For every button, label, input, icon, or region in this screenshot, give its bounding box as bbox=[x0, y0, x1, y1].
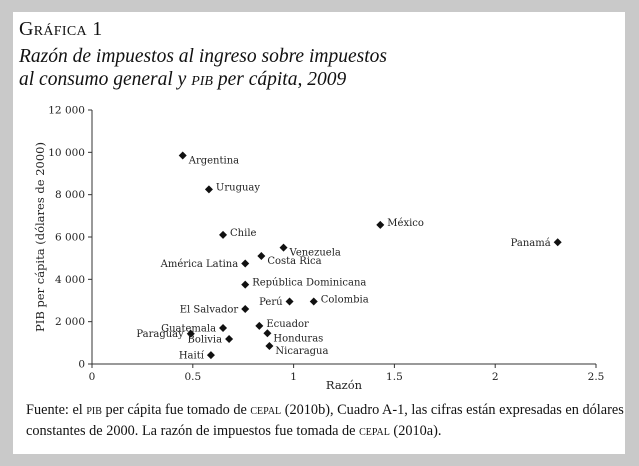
point-label-peru: Perú bbox=[259, 297, 283, 308]
source-part-3: (2010b), Cuadro A-1, las cifras están ex… bbox=[26, 402, 624, 439]
point-label-argentina: Argentina bbox=[188, 156, 239, 167]
point-guatemala bbox=[219, 324, 228, 333]
point-argentina bbox=[178, 151, 187, 160]
point-haiti bbox=[206, 351, 215, 360]
y-tick-label: 2 000 bbox=[55, 316, 85, 328]
point-label-panama: Panamá bbox=[511, 238, 551, 249]
point-label-honduras: Honduras bbox=[273, 333, 323, 344]
y-tick-label: 8 000 bbox=[55, 189, 85, 201]
y-tick-label: 4 000 bbox=[55, 274, 85, 286]
figure-title-line2-post: per cápita, 2009 bbox=[212, 69, 347, 90]
figure-source-note: Fuente: el pib per cápita fue tomado de … bbox=[26, 400, 626, 442]
point-colombia bbox=[309, 297, 318, 306]
source-part-4: (2010a). bbox=[389, 423, 442, 439]
figure-label: Gráfica 1 bbox=[19, 18, 103, 40]
y-axis-label: PIB per cápita (dólares de 2000) bbox=[33, 142, 47, 332]
point-venezuela bbox=[279, 243, 288, 252]
point-honduras bbox=[263, 329, 272, 338]
point-label-uruguay: Uruguay bbox=[216, 182, 260, 193]
point-label-paraguay: Paraguay bbox=[136, 329, 184, 340]
point-uruguay bbox=[204, 185, 213, 194]
point-chile bbox=[219, 230, 228, 239]
x-tick-label: 2 bbox=[492, 371, 499, 383]
point-costa-rica bbox=[257, 252, 266, 261]
y-tick-label: 6 000 bbox=[55, 232, 85, 244]
point-republica-dominicana bbox=[241, 280, 250, 289]
point-label-costa-rica: Costa Rica bbox=[267, 256, 321, 267]
figure-panel bbox=[13, 12, 625, 454]
source-part-2: per cápita fue tomado de bbox=[101, 402, 251, 418]
y-tick-label: 0 bbox=[78, 359, 85, 371]
point-label-america-latina: América Latina bbox=[160, 259, 239, 270]
x-axis-label: Razón bbox=[326, 378, 363, 392]
x-tick-label: 1 bbox=[290, 371, 297, 383]
point-panama bbox=[553, 238, 562, 247]
figure-title-abbr: pib bbox=[191, 69, 213, 90]
point-paraguay bbox=[186, 329, 195, 338]
point-nicaragua bbox=[265, 342, 274, 351]
point-mexico bbox=[376, 220, 385, 229]
point-label-venezuela: Venezuela bbox=[289, 248, 341, 259]
point-bolivia bbox=[225, 335, 234, 344]
point-ecuador bbox=[255, 321, 264, 330]
point-label-el-salvador: El Salvador bbox=[180, 304, 239, 315]
point-label-guatemala: Guatemala bbox=[161, 324, 216, 335]
point-label-mexico: México bbox=[387, 218, 424, 229]
x-tick-label: 1.5 bbox=[386, 371, 403, 383]
point-label-colombia: Colombia bbox=[321, 295, 369, 306]
source-part-1: Fuente: el bbox=[26, 402, 87, 418]
source-abbr-cepal-2: cepal bbox=[359, 423, 390, 439]
x-tick-label: 0 bbox=[89, 371, 96, 383]
y-tick-label: 10 000 bbox=[48, 147, 85, 159]
figure-title-line2-pre: al consumo general y bbox=[19, 69, 192, 90]
point-label-nicaragua: Nicaragua bbox=[275, 346, 328, 357]
point-label-republica-dominicana: República Dominicana bbox=[252, 278, 366, 289]
source-abbr-cepal-1: cepal bbox=[250, 402, 282, 418]
point-america-latina bbox=[241, 259, 250, 268]
point-label-ecuador: Ecuador bbox=[266, 319, 309, 330]
point-el-salvador bbox=[241, 304, 250, 313]
point-label-haiti: Haití bbox=[179, 351, 205, 362]
y-tick-label: 12 000 bbox=[48, 105, 85, 117]
source-abbr-pib: pib bbox=[86, 402, 102, 418]
point-label-chile: Chile bbox=[230, 228, 256, 239]
x-tick-label: 2.5 bbox=[588, 371, 605, 383]
point-label-bolivia: Bolivia bbox=[188, 335, 223, 346]
point-peru bbox=[285, 297, 294, 306]
chart-axes: 0 2 000 4 000 6 000 8 000 10 000 12 000 0 0.5 1 1.… bbox=[48, 105, 604, 384]
figure-title-line1: Razón de impuestos al ingreso sobre impu… bbox=[19, 46, 387, 67]
x-tick-label: 0.5 bbox=[184, 371, 201, 383]
figure-title: Razón de impuestos al ingreso sobre impu… bbox=[19, 45, 459, 91]
chart-marks: Argentina Uruguay México Panamá Chile Venezue… bbox=[136, 151, 562, 362]
